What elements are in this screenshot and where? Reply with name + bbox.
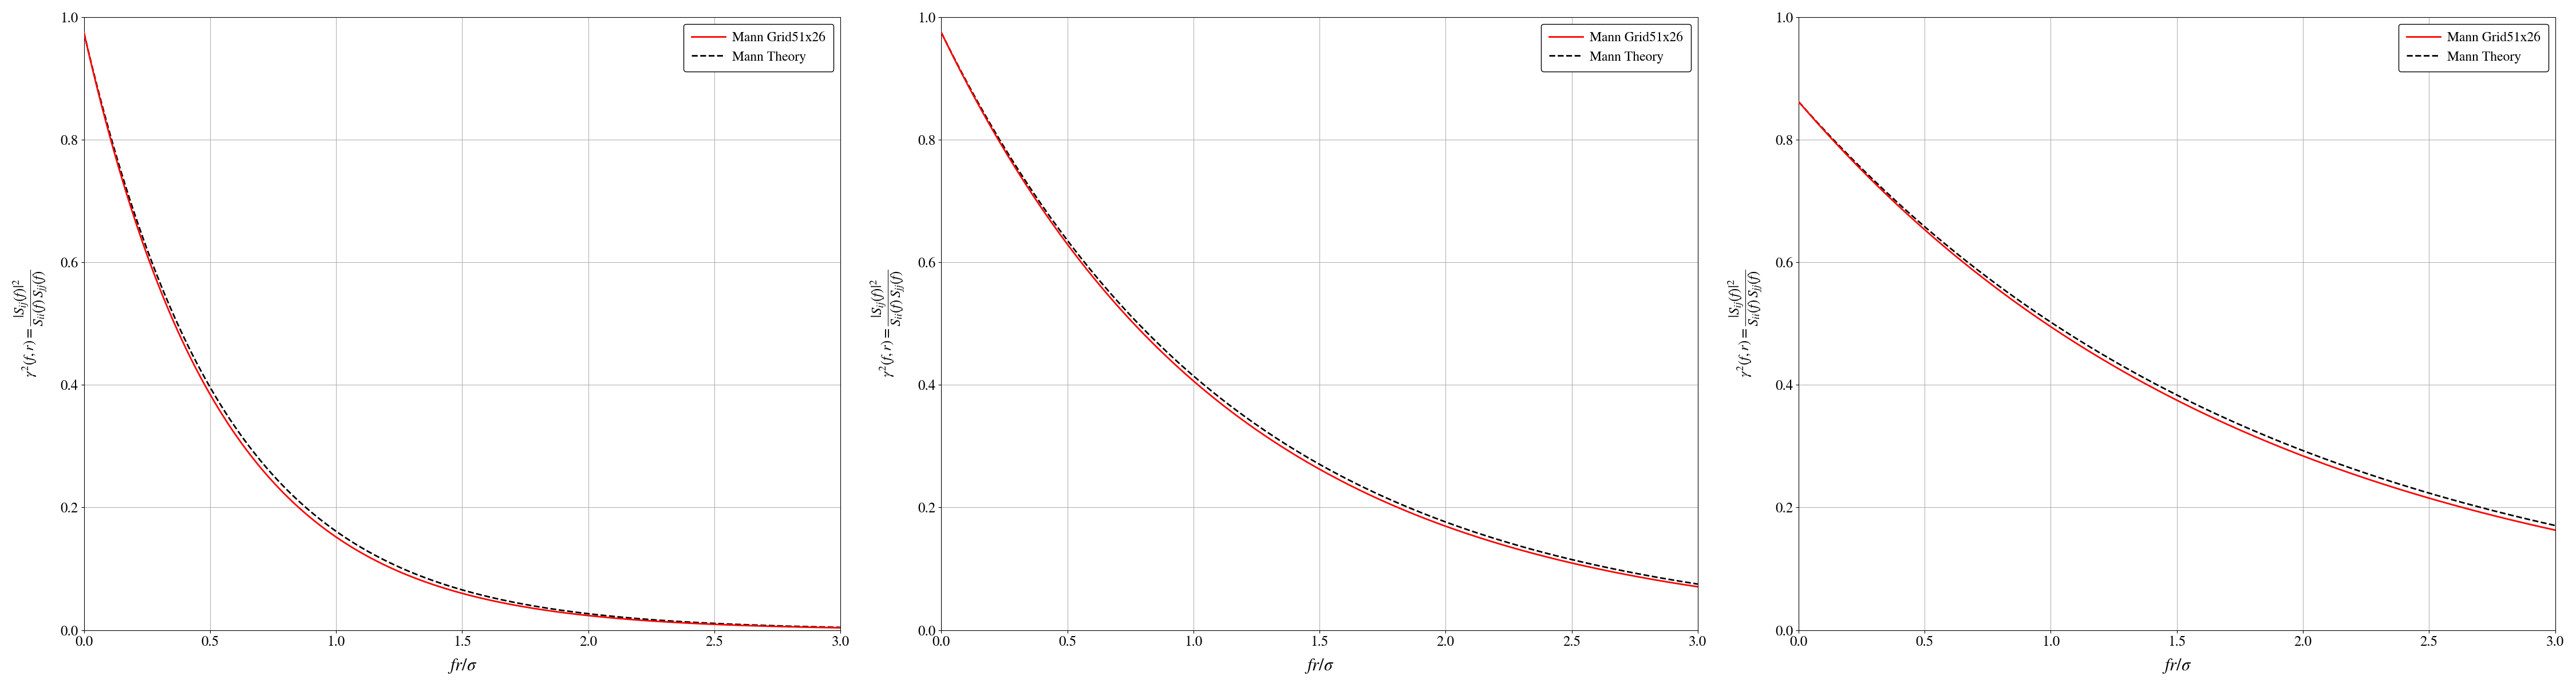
Legend: Mann Grid51x26, Mann Theory: Mann Grid51x26, Mann Theory: [1540, 24, 1690, 71]
Mann Grid51x26: [392, 571, 422, 579]
Mann Grid51x26: [2540, 526, 2571, 534]
Mann Grid51x26: [809, 623, 840, 631]
Mann Grid51x26: [824, 624, 855, 632]
Mann Theory: [729, 620, 760, 629]
Mann Grid51x26: [358, 556, 389, 564]
Legend: Mann Grid51x26, Mann Theory: Mann Grid51x26, Mann Theory: [683, 24, 835, 71]
Line: Mann Grid51x26: Mann Grid51x26: [1798, 102, 2555, 530]
Mann Theory: [809, 623, 840, 631]
Mann Grid51x26: [1216, 407, 1247, 416]
Mann Grid51x26: [2107, 366, 2138, 374]
Mann Theory: [2524, 518, 2555, 526]
Y-axis label: $\gamma^2(f, r) = \dfrac{|S_{ij}(f)|^2}{S_{ii}(f)\, S_{jj}(f)}$: $\gamma^2(f, r) = \dfrac{|S_{ij}(f)|^2}{…: [13, 270, 49, 377]
Mann Theory: [1870, 187, 1901, 195]
Line: Mann Theory: Mann Theory: [1798, 102, 2555, 526]
Mann Grid51x26: [2524, 523, 2555, 531]
Mann Grid51x26: [1249, 431, 1280, 439]
Mann Grid51x26: [1667, 581, 1698, 589]
Mann Theory: [70, 28, 100, 36]
X-axis label: $fr/\sigma$: $fr/\sigma$: [1306, 657, 1334, 675]
Mann Grid51x26: [2074, 347, 2105, 355]
Mann Theory: [358, 550, 389, 559]
Mann Grid51x26: [729, 621, 760, 629]
Mann Theory: [1667, 578, 1698, 586]
Mann Grid51x26: [1682, 583, 1713, 591]
Line: Mann Grid51x26: Mann Grid51x26: [85, 32, 840, 628]
Mann Grid51x26: [201, 399, 232, 407]
Mann Grid51x26: [2442, 502, 2473, 510]
Line: Mann Theory: Mann Theory: [940, 32, 1698, 584]
X-axis label: $fr/\sigma$: $fr/\sigma$: [2161, 657, 2192, 675]
Mann Theory: [2107, 361, 2138, 370]
Y-axis label: $\gamma^2(f, r) = \dfrac{|S_{ij}(f)|^2}{S_{ii}(f)\, S_{jj}(f)}$: $\gamma^2(f, r) = \dfrac{|S_{ij}(f)|^2}{…: [868, 270, 907, 377]
Mann Theory: [2442, 497, 2473, 506]
Mann Theory: [1914, 227, 1945, 235]
Mann Grid51x26: [70, 28, 100, 36]
Legend: Mann Grid51x26, Mann Theory: Mann Grid51x26, Mann Theory: [2398, 24, 2548, 71]
Mann Theory: [1216, 403, 1247, 411]
Y-axis label: $\gamma^2(f, r) = \dfrac{|S_{ij}(f)|^2}{S_{ii}(f)\, S_{jj}(f)}$: $\gamma^2(f, r) = \dfrac{|S_{ij}(f)|^2}{…: [1726, 270, 1765, 377]
Mann Theory: [2540, 521, 2571, 530]
Mann Theory: [1682, 580, 1713, 588]
Mann Grid51x26: [1056, 247, 1087, 255]
Mann Theory: [2074, 342, 2105, 350]
Mann Grid51x26: [1783, 98, 1814, 106]
Mann Theory: [201, 392, 232, 400]
Mann Grid51x26: [1870, 189, 1901, 197]
Line: Mann Theory: Mann Theory: [85, 32, 840, 627]
Mann Theory: [392, 566, 422, 574]
Line: Mann Grid51x26: Mann Grid51x26: [940, 32, 1698, 587]
Mann Theory: [1012, 180, 1043, 188]
Mann Grid51x26: [1012, 183, 1043, 191]
Mann Theory: [1783, 98, 1814, 106]
Mann Grid51x26: [155, 310, 185, 318]
Mann Theory: [824, 623, 855, 631]
Mann Theory: [1249, 426, 1280, 434]
Mann Theory: [925, 28, 956, 36]
Mann Grid51x26: [1914, 230, 1945, 238]
Mann Theory: [1587, 562, 1618, 570]
Mann Theory: [155, 303, 185, 311]
Mann Grid51x26: [1587, 565, 1618, 574]
X-axis label: $fr/\sigma$: $fr/\sigma$: [448, 657, 477, 675]
Mann Theory: [1056, 243, 1087, 251]
Mann Grid51x26: [925, 28, 956, 36]
